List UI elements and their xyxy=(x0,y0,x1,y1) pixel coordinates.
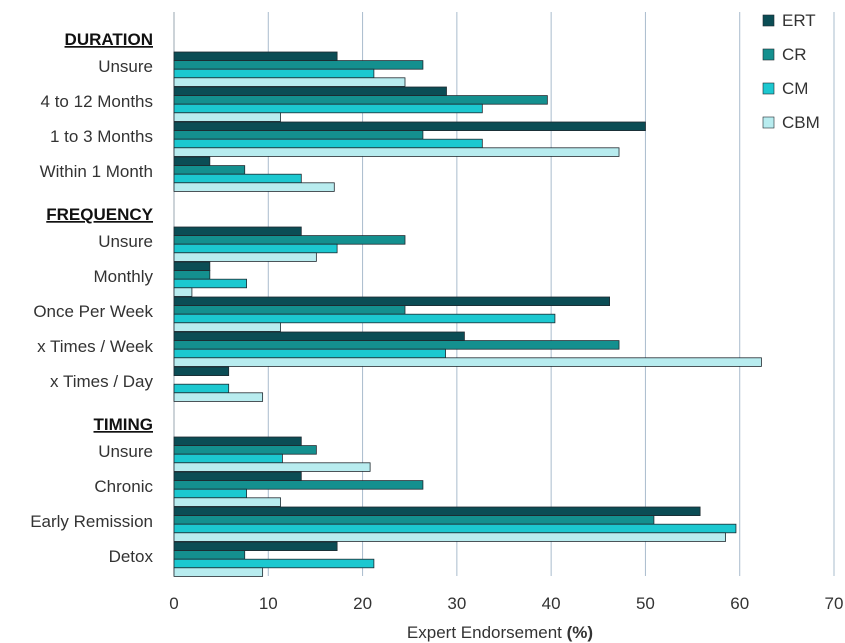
bar-cbm xyxy=(173,147,620,157)
bar-cbm xyxy=(173,497,281,507)
bar-cm xyxy=(173,313,556,324)
bar-cbm xyxy=(173,182,335,192)
bar-ert xyxy=(173,51,338,62)
bar-cm xyxy=(173,488,247,499)
bar-cm xyxy=(173,173,302,184)
bar-cbm xyxy=(173,532,726,542)
bar-cm xyxy=(173,383,230,394)
legend-label: CM xyxy=(782,79,808,98)
category-label: Once Per Week xyxy=(33,302,153,321)
category-label: Unsure xyxy=(98,232,153,251)
bar-cr xyxy=(173,340,620,350)
legend-label: CBM xyxy=(782,113,820,132)
bar-cr xyxy=(173,515,655,525)
x-tick-label: 70 xyxy=(825,594,844,613)
category-label: x Times / Day xyxy=(50,372,153,391)
category-label: Chronic xyxy=(94,477,153,496)
legend-swatch-cr xyxy=(762,48,775,61)
group-label: DURATION xyxy=(65,30,153,49)
bar-cr xyxy=(173,270,211,280)
x-tick-label: 60 xyxy=(730,594,749,613)
bar-ert xyxy=(173,156,211,167)
category-label: 1 to 3 Months xyxy=(50,127,153,146)
bar-cbm xyxy=(173,567,264,577)
bar-ert xyxy=(173,366,230,377)
x-axis-title: Expert Endorsement (%) xyxy=(407,623,593,642)
bar-cbm xyxy=(173,357,762,367)
bar-ert xyxy=(173,436,302,447)
x-tick-label: 10 xyxy=(259,594,278,613)
bar-cbm xyxy=(173,77,406,87)
bar-cr xyxy=(173,130,424,140)
bar-ert xyxy=(173,226,302,237)
bars xyxy=(173,51,762,577)
bar-cr xyxy=(173,445,317,455)
x-tick-label: 30 xyxy=(447,594,466,613)
bar-cm xyxy=(173,103,483,114)
bar-cbm xyxy=(173,322,281,332)
category-label: Within 1 Month xyxy=(40,162,153,181)
bar-cm xyxy=(173,453,283,464)
bar-ert xyxy=(173,261,211,272)
legend-swatch-cbm xyxy=(762,116,775,129)
bar-cbm xyxy=(173,252,317,262)
bar-cr xyxy=(173,60,424,70)
bar-cbm xyxy=(173,392,264,402)
category-label: 4 to 12 Months xyxy=(41,92,153,111)
legend-label: CR xyxy=(782,45,807,64)
bar-cm xyxy=(173,348,446,359)
bar-ert xyxy=(173,541,338,552)
category-label: Unsure xyxy=(98,442,153,461)
bar-cm xyxy=(173,243,338,254)
bar-ert xyxy=(173,296,611,307)
bar-ert xyxy=(173,331,465,342)
legend-label: ERT xyxy=(782,11,816,30)
bar-cr xyxy=(173,165,246,175)
x-tick-label: 20 xyxy=(353,594,372,613)
bar-cr xyxy=(173,235,406,245)
bar-ert xyxy=(173,471,302,482)
bar-cr xyxy=(173,550,246,560)
category-label: x Times / Week xyxy=(37,337,153,356)
bar-cbm xyxy=(173,112,281,122)
category-label: Unsure xyxy=(98,57,153,76)
bar-cbm xyxy=(173,287,193,297)
bar-cm xyxy=(173,138,483,149)
category-label: Monthly xyxy=(93,267,153,286)
x-tick-label: 50 xyxy=(636,594,655,613)
x-tick-label: 40 xyxy=(542,594,561,613)
bar-cbm xyxy=(173,462,371,472)
group-label: FREQUENCY xyxy=(46,205,153,224)
bar-ert xyxy=(173,121,646,132)
category-labels: DURATION Unsure 4 to 12 Months 1 to 3 Month… xyxy=(30,30,153,566)
bar-ert xyxy=(173,86,447,97)
x-axis-ticks: 0 10 20 30 40 50 60 70 xyxy=(169,594,843,613)
bar-ert xyxy=(173,506,701,517)
x-tick-label: 0 xyxy=(169,594,178,613)
category-label: Detox xyxy=(109,547,154,566)
bar-cr xyxy=(173,480,424,490)
bar-cr xyxy=(173,95,548,105)
bar-cm xyxy=(173,68,375,79)
bar-cm xyxy=(173,278,247,289)
group-label: TIMING xyxy=(94,415,154,434)
legend-swatch-cm xyxy=(762,82,775,95)
category-label: Early Remission xyxy=(30,512,153,531)
legend-swatch-ert xyxy=(762,14,775,27)
bar-cr xyxy=(173,305,406,315)
legend: ERT CR CM CBM xyxy=(762,11,820,132)
bar-cm xyxy=(173,558,375,569)
bar-cm xyxy=(173,523,737,534)
